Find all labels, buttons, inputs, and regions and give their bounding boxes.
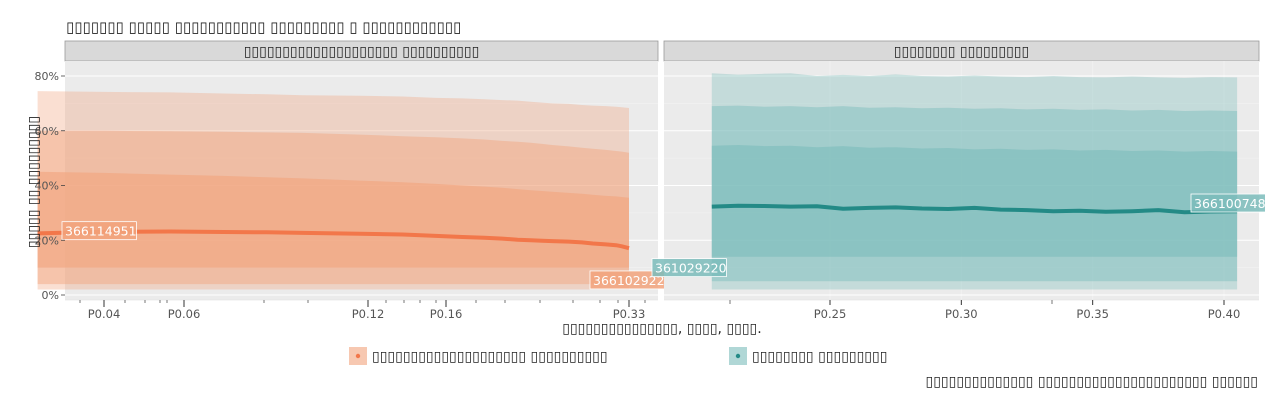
svg-text:361029220: 361029220 [655,261,727,276]
y-axis-label: ▯▯▯▯▯ ▯▯ ▯▯▯▯▯▯▯▯▯ [26,116,42,248]
x-tick-label: P0.35 [1076,307,1109,321]
chart-title: ▯▯▯▯▯▯▯ ▯▯▯▯▯ ▯▯▯▯▯▯▯▯▯▯▯ ▯▯▯▯▯▯▯▯▯ ▯ ▯▯… [66,18,461,36]
panel-left: 366114951 366102922 [37,75,665,296]
y-tick-label: 60% [35,125,59,138]
annotation-label: 366114951 [61,221,137,241]
legend-key-left-dot [355,353,361,359]
panel-right: 361029220 366100748 [651,61,1266,300]
x-axis-right: P0.25 P0.30 P0.35 P0.40 [664,299,1259,321]
x-tick-label: P0.12 [352,307,385,321]
x-tick-label: P0.25 [814,307,847,321]
median-line [37,229,630,251]
svg-text:366100748: 366100748 [1194,196,1266,211]
y-axis: 0% 20% 40% 60% 80% [35,70,65,302]
x-tick-label: P0.06 [168,307,201,321]
legend: ▯▯▯▯▯▯▯▯▯▯▯▯▯▯▯▯▯▯▯▯ ▯▯▯▯▯▯▯▯▯▯ ▯▯▯▯▯▯▯▯… [349,347,887,365]
legend-label-right: ▯▯▯▯▯▯▯▯ ▯▯▯▯▯▯▯▯▯ [752,349,887,365]
legend-label-left: ▯▯▯▯▯▯▯▯▯▯▯▯▯▯▯▯▯▯▯▯ ▯▯▯▯▯▯▯▯▯▯ [372,349,608,365]
x-tick-label: P0.40 [1208,307,1241,321]
x-tick-label: P0.30 [945,307,978,321]
x-tick-label: P0.16 [430,307,463,321]
y-tick-label: 0% [42,289,59,302]
x-axis-left: P0.04 P0.06 P0.12 P0.16 P0.33 [65,299,658,321]
annotation-label: 366102922 [589,270,665,290]
x-tick-label: P0.33 [613,307,646,321]
svg-text:366102922: 366102922 [593,273,665,288]
x-axis-label: ▯▯▯▯▯▯▯▯▯▯▯▯▯▯▯, ▯▯▯▯, ▯▯▯▯. [562,321,761,337]
strip-right-label: ▯▯▯▯▯▯▯▯ ▯▯▯▯▯▯▯▯▯ [894,44,1029,60]
strip-left-label: ▯▯▯▯▯▯▯▯▯▯▯▯▯▯▯▯▯▯▯▯ ▯▯▯▯▯▯▯▯▯▯ [244,44,480,60]
svg-text:366114951: 366114951 [65,224,137,239]
y-tick-label: 40% [35,180,59,193]
y-tick-label: 80% [35,70,59,83]
legend-caption: ▯▯▯▯▯▯▯▯▯▯▯▯▯▯ ▯▯▯▯▯▯▯▯▯▯▯▯▯▯▯▯▯▯▯▯▯▯ ▯▯… [926,374,1258,390]
legend-key-right-dot [735,353,741,359]
x-tick-label: P0.04 [88,307,121,321]
band-inner [37,171,630,268]
y-tick-label: 20% [35,234,59,247]
band-inner [711,145,1238,257]
median-line [711,203,1238,215]
annotation-label: 361029220 [651,258,727,278]
annotation-label: 366100748 [1190,193,1266,213]
